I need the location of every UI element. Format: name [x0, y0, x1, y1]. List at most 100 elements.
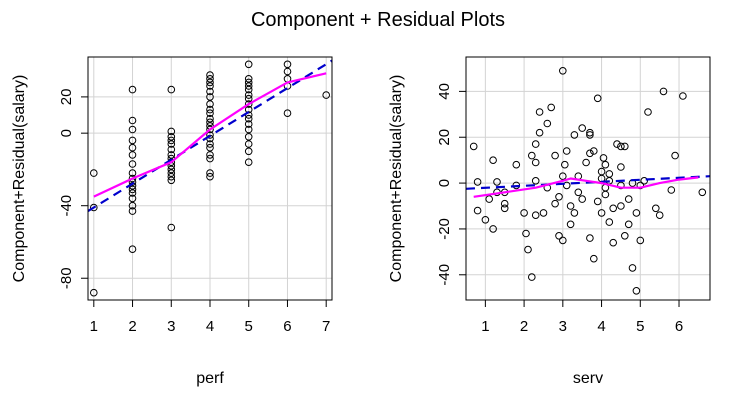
- data-point: [561, 160, 569, 169]
- data-point: [206, 109, 214, 117]
- data-point: [167, 172, 176, 181]
- smooth-fit-line: [473, 176, 699, 198]
- data-point: [528, 151, 536, 160]
- data-point: [206, 131, 214, 139]
- data-point: [562, 147, 571, 155]
- data-point: [206, 71, 214, 79]
- data-point: [601, 190, 610, 199]
- x-tick-label: 5: [636, 318, 644, 335]
- data-point: [206, 151, 214, 159]
- data-point: [493, 178, 501, 186]
- data-point: [244, 100, 253, 108]
- y-tick-label: 40: [436, 83, 453, 100]
- x-tick-label: 2: [128, 318, 136, 335]
- data-point: [206, 172, 214, 181]
- data-point: [128, 116, 137, 125]
- data-point: [167, 85, 176, 94]
- data-point: [206, 82, 214, 90]
- data-point: [90, 288, 98, 297]
- data-point: [128, 85, 137, 94]
- data-point: [244, 158, 253, 166]
- data-point: [531, 158, 540, 167]
- data-point: [206, 87, 214, 96]
- x-tick-label: 3: [559, 318, 567, 335]
- data-point: [652, 204, 660, 213]
- data-point: [597, 209, 606, 217]
- data-point: [128, 189, 137, 197]
- data-point: [531, 140, 540, 148]
- data-point: [698, 188, 707, 197]
- data-point: [128, 185, 137, 194]
- data-point: [559, 236, 567, 245]
- data-point: [578, 195, 587, 203]
- data-point: [206, 154, 214, 163]
- data-point: [167, 127, 176, 136]
- data-point: [605, 170, 614, 178]
- data-point: [551, 151, 559, 160]
- y-tick-label: 0: [58, 129, 75, 137]
- data-point: [659, 87, 668, 96]
- smooth-fit-line: [93, 72, 327, 198]
- data-point: [640, 177, 649, 185]
- data-point: [547, 103, 556, 112]
- data-point: [128, 207, 137, 215]
- data-point: [489, 225, 497, 233]
- data-point: [244, 85, 253, 94]
- data-point: [206, 100, 214, 108]
- data-point: [244, 60, 253, 69]
- data-point: [555, 232, 563, 240]
- data-point: [128, 143, 137, 152]
- x-tick-label: 6: [283, 318, 291, 335]
- data-point: [605, 218, 614, 226]
- data-point: [586, 149, 594, 158]
- data-point: [90, 169, 98, 177]
- data-point: [206, 114, 214, 123]
- data-point: [531, 211, 540, 219]
- x-axis-label: serv: [573, 370, 603, 387]
- data-point: [244, 147, 253, 156]
- data-point: [559, 67, 567, 75]
- data-point: [528, 273, 536, 281]
- data-point: [485, 195, 494, 203]
- data-point: [128, 174, 137, 183]
- data-point: [601, 160, 610, 169]
- data-point: [128, 151, 137, 159]
- data-point: [586, 234, 594, 242]
- data-point: [578, 124, 587, 132]
- data-point: [524, 245, 532, 254]
- data-point: [512, 160, 521, 169]
- data-point: [566, 220, 575, 229]
- data-point: [244, 78, 253, 87]
- data-point: [559, 172, 567, 180]
- data-point: [90, 203, 98, 212]
- data-point: [128, 125, 137, 134]
- data-point: [636, 236, 645, 245]
- data-point: [570, 131, 579, 139]
- data-point: [522, 229, 530, 238]
- x-tick-label: 1: [481, 318, 489, 335]
- data-point: [628, 264, 637, 272]
- data-point: [562, 181, 571, 190]
- data-point: [206, 125, 214, 134]
- data-point: [586, 131, 594, 139]
- data-point: [586, 128, 594, 137]
- data-point: [167, 165, 176, 174]
- data-point: [244, 94, 253, 103]
- data-point: [624, 195, 633, 203]
- data-point: [128, 160, 137, 168]
- linear-fit-line: [466, 175, 710, 190]
- data-point: [167, 151, 176, 159]
- data-point: [520, 209, 528, 217]
- data-point: [555, 193, 563, 201]
- x-tick-label: 4: [597, 318, 605, 335]
- x-tick-label: 1: [90, 318, 98, 335]
- data-point: [593, 197, 602, 206]
- data-point: [244, 114, 253, 123]
- data-point: [206, 105, 214, 114]
- y-tick-label: 20: [58, 89, 75, 106]
- panel-1: 1 2 3 4 5 6 7 -80 -40 0 20 perf Component+Residual(s…: [11, 56, 333, 387]
- y-axis-label: Component+Residual(salary): [11, 75, 28, 283]
- data-point: [128, 169, 137, 177]
- data-point: [617, 142, 625, 151]
